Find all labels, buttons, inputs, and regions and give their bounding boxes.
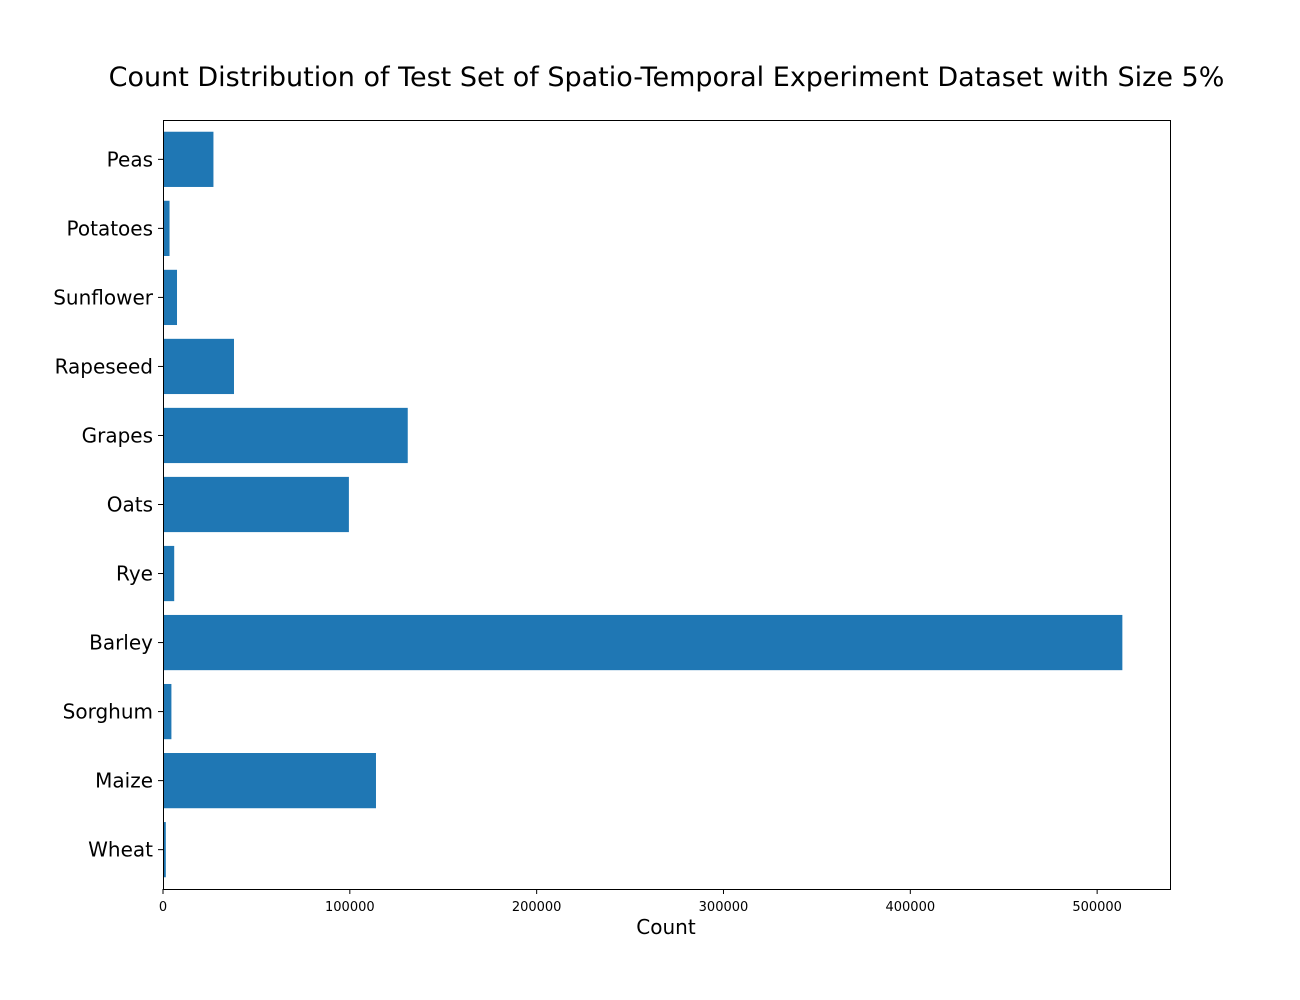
x-tick-group: 0 100000 200000 300000 400000 500000 [159, 889, 1122, 915]
bar-peas [163, 131, 214, 187]
bar-grapes [163, 407, 408, 464]
y-tick-label-sorghum: Sorghum [63, 700, 153, 724]
y-tick-label-potatoes: Potatoes [67, 216, 153, 240]
bar-wheat [163, 822, 166, 878]
bar-sorghum [163, 683, 172, 740]
x-tick-label: 0 [159, 900, 167, 915]
bar-potatoes [163, 200, 170, 256]
y-tick-label-grapes: Grapes [82, 423, 153, 447]
y-tick-labels: Wheat Maize Sorghum Barley Rye Oats Grapes Rape… [53, 147, 163, 862]
plot-frame [163, 120, 1171, 890]
y-tick-label-sunflower: Sunflower [53, 285, 154, 309]
bar-rye [163, 545, 175, 602]
chart-title: Count Distribution of Test Set of Spatio… [108, 62, 1225, 93]
x-tick-label: 200000 [512, 900, 562, 915]
y-tick-label-barley: Barley [89, 631, 153, 655]
y-tick-label-oats: Oats [107, 493, 153, 517]
x-tick-label: 400000 [885, 900, 935, 915]
bars-group [163, 131, 1123, 878]
x-tick-label: 100000 [325, 900, 375, 915]
x-tick-label: 500000 [1072, 900, 1122, 915]
bar-oats [163, 476, 349, 533]
bar-barley [163, 614, 1123, 671]
x-tick-label: 300000 [699, 900, 749, 915]
bar-sunflower [163, 269, 178, 326]
y-tick-label-wheat: Wheat [88, 838, 153, 862]
y-tick-label-rye: Rye [116, 562, 153, 586]
bar-rapeseed [163, 338, 234, 395]
y-tick-label-maize: Maize [95, 769, 153, 793]
bar-maize [163, 753, 376, 809]
y-tick-label-rapeseed: Rapeseed [55, 354, 153, 378]
x-axis-title: Count [636, 915, 696, 939]
y-tick-label-peas: Peas [107, 147, 153, 171]
